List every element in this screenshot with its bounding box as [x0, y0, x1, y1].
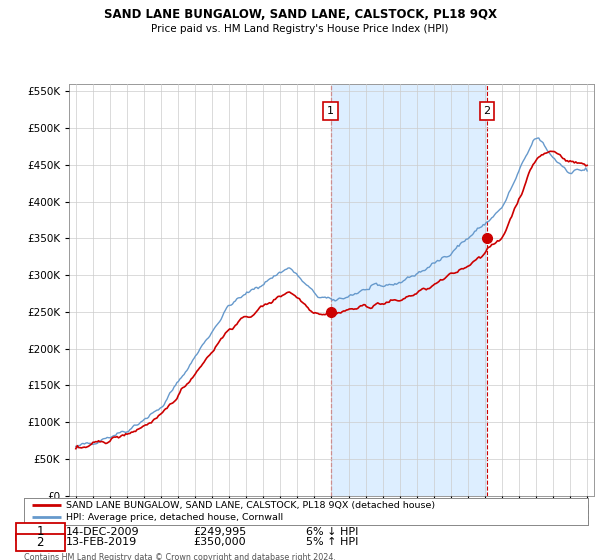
Text: 13-FEB-2019: 13-FEB-2019	[66, 538, 137, 547]
Text: HPI: Average price, detached house, Cornwall: HPI: Average price, detached house, Corn…	[66, 513, 283, 522]
Text: 1: 1	[328, 106, 334, 116]
Text: 6% ↓ HPI: 6% ↓ HPI	[306, 527, 358, 536]
FancyBboxPatch shape	[16, 534, 65, 551]
Text: 14-DEC-2009: 14-DEC-2009	[66, 527, 140, 536]
Text: 5% ↑ HPI: 5% ↑ HPI	[306, 538, 358, 547]
Text: SAND LANE BUNGALOW, SAND LANE, CALSTOCK, PL18 9QX: SAND LANE BUNGALOW, SAND LANE, CALSTOCK,…	[104, 8, 497, 21]
Text: Contains HM Land Registry data © Crown copyright and database right 2024.
This d: Contains HM Land Registry data © Crown c…	[24, 553, 336, 560]
Text: SAND LANE BUNGALOW, SAND LANE, CALSTOCK, PL18 9QX (detached house): SAND LANE BUNGALOW, SAND LANE, CALSTOCK,…	[66, 501, 436, 510]
Text: Price paid vs. HM Land Registry's House Price Index (HPI): Price paid vs. HM Land Registry's House …	[151, 24, 449, 34]
Text: 2: 2	[37, 536, 44, 549]
Text: 2: 2	[484, 106, 491, 116]
Text: £249,995: £249,995	[193, 527, 247, 536]
Bar	[331, 84, 487, 496]
Text: £350,000: £350,000	[193, 538, 246, 547]
FancyBboxPatch shape	[16, 523, 65, 540]
Text: 1: 1	[37, 525, 44, 538]
